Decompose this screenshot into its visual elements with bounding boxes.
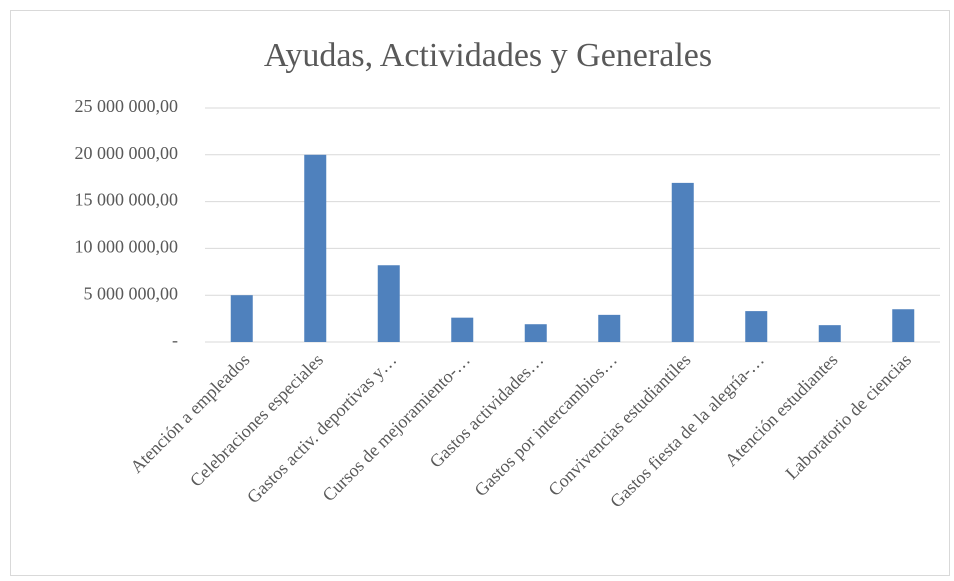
bar: [745, 311, 768, 342]
chart-border: [10, 10, 950, 576]
bar: [892, 309, 915, 342]
y-tick-label: -: [172, 330, 178, 350]
y-tick-label: 25 000 000,00: [75, 96, 179, 116]
bar: [377, 265, 400, 342]
chart-title: Ayudas, Actividades y Generales: [264, 37, 712, 74]
y-tick-label: 10 000 000,00: [75, 237, 179, 257]
y-tick-label: 5 000 000,00: [84, 283, 179, 303]
y-tick-label: 20 000 000,00: [75, 143, 179, 163]
bar: [304, 154, 327, 342]
bar: [818, 325, 841, 342]
bar: [451, 317, 474, 342]
bar: [230, 295, 253, 342]
y-tick-label: 15 000 000,00: [75, 190, 179, 210]
bar: [671, 182, 694, 342]
bar: [524, 324, 547, 342]
bar: [598, 314, 621, 342]
